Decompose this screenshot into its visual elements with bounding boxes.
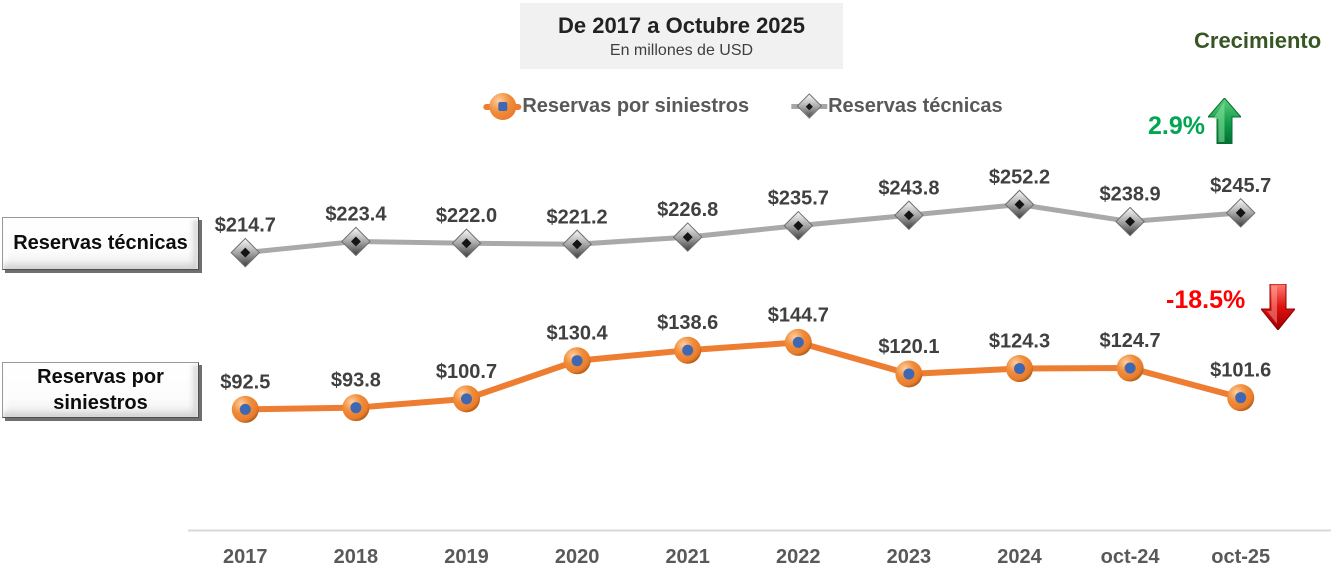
- orange-sphere-marker-icon: [483, 93, 522, 120]
- circle-marker-center: [903, 368, 915, 380]
- chart-title-box: De 2017 a Octubre 2025 En millones de US…: [520, 3, 843, 69]
- data-label-reservas-te-cnicas: $235.7: [768, 188, 829, 210]
- x-axis-label: 2021: [665, 546, 710, 568]
- chart-subtitle: En millones de USD: [609, 41, 754, 59]
- data-label-reservas-por-siniestros: $144.7: [768, 304, 829, 326]
- data-label-reservas-por-siniestros: $130.4: [547, 323, 609, 345]
- growth-heading: Crecimiento: [1194, 28, 1322, 53]
- row-label-reservas-por-siniestros[interactable]: Reservas por siniestros: [2, 362, 199, 418]
- data-label-reservas-por-siniestros: $120.1: [878, 336, 939, 358]
- gray-diamond-marker-icon: [791, 93, 828, 119]
- growth-value-down: -18.5%: [1166, 286, 1246, 314]
- diamond-marker-reservas-te-cnicas: [783, 210, 814, 241]
- data-label-reservas-te-cnicas: $221.2: [547, 206, 608, 228]
- growth-value-up: 2.9%: [1148, 112, 1205, 140]
- data-label-reservas-por-siniestros: $101.6: [1210, 360, 1271, 382]
- diamond-marker-reservas-te-cnicas: [562, 229, 592, 260]
- x-axis-label: oct-25: [1211, 546, 1270, 568]
- x-axis-label: oct-24: [1101, 546, 1161, 568]
- growth-indicator-down: -18.5%: [1166, 284, 1296, 330]
- legend-item-reservas-por-siniestros: Reservas por siniestros: [483, 93, 749, 120]
- circle-marker-center: [1014, 363, 1025, 375]
- data-label-reservas-te-cnicas: $226.8: [657, 199, 718, 221]
- diamond-marker-reservas-te-cnicas: [1225, 197, 1256, 228]
- circle-marker-center: [239, 403, 251, 415]
- diamond-marker-reservas-te-cnicas: [672, 222, 703, 252]
- circle-marker-center: [1124, 362, 1136, 374]
- data-label-reservas-por-siniestros: $93.8: [331, 370, 381, 392]
- growth-indicator-up: 2.9%: [1148, 98, 1241, 144]
- x-axis-label: 2022: [776, 546, 821, 568]
- diamond-marker-reservas-te-cnicas: [230, 237, 261, 268]
- down-arrow-icon: [1261, 284, 1296, 330]
- circle-marker-center: [682, 344, 694, 356]
- x-axis-label: 2017: [223, 546, 268, 568]
- row-label-reservas-tecnicas[interactable]: Reservas técnicas: [2, 217, 199, 270]
- diamond-marker-reservas-te-cnicas: [894, 200, 924, 231]
- x-axis-label: 2020: [555, 546, 600, 568]
- data-label-reservas-por-siniestros: $100.7: [436, 361, 497, 383]
- legend-item-reservas-tecnicas: Reservas técnicas: [791, 93, 1003, 119]
- x-axis-label: 2018: [334, 546, 379, 568]
- circle-marker-center: [1235, 392, 1247, 404]
- data-label-reservas-por-siniestros: $124.3: [989, 331, 1050, 353]
- series-line-reservas-por-siniestros: [242, 339, 1244, 413]
- diamond-marker-reservas-te-cnicas: [341, 226, 371, 257]
- data-label-reservas-te-cnicas: $252.2: [989, 167, 1050, 189]
- chart-legend: Reservas por siniestros Reservas técnica…: [483, 93, 1003, 120]
- legend-label: Reservas por siniestros: [522, 95, 750, 117]
- data-label-reservas-por-siniestros: $138.6: [657, 312, 718, 334]
- data-label-reservas-por-siniestros: $92.5: [220, 371, 270, 393]
- x-axis-label: 2019: [444, 546, 489, 568]
- data-label-reservas-te-cnicas: $222.0: [436, 205, 497, 227]
- legend-label: Reservas técnicas: [828, 95, 1003, 117]
- data-label-reservas-te-cnicas: $238.9: [1100, 184, 1161, 206]
- diamond-marker-reservas-te-cnicas: [1004, 189, 1035, 220]
- data-label-reservas-por-siniestros: $124.7: [1100, 330, 1161, 352]
- chart-title: De 2017 a Octubre 2025: [557, 12, 806, 38]
- up-arrow-icon: [1207, 98, 1241, 144]
- circle-marker-center: [792, 336, 804, 348]
- circle-marker-center: [461, 393, 472, 405]
- data-label-reservas-te-cnicas: $243.8: [878, 177, 939, 199]
- diamond-marker-reservas-te-cnicas: [1115, 206, 1145, 237]
- data-label-reservas-te-cnicas: $214.7: [215, 215, 276, 237]
- x-axis-label: 2023: [887, 546, 932, 568]
- series-line-reservas-te-cnicas: [242, 202, 1244, 256]
- circle-marker-center: [571, 355, 583, 367]
- circle-marker-center: [350, 402, 362, 414]
- diamond-marker-reservas-te-cnicas: [451, 228, 482, 259]
- x-axis-label: 2024: [997, 546, 1042, 568]
- data-label-reservas-te-cnicas: $223.4: [325, 203, 387, 225]
- data-label-reservas-te-cnicas: $245.7: [1210, 175, 1271, 197]
